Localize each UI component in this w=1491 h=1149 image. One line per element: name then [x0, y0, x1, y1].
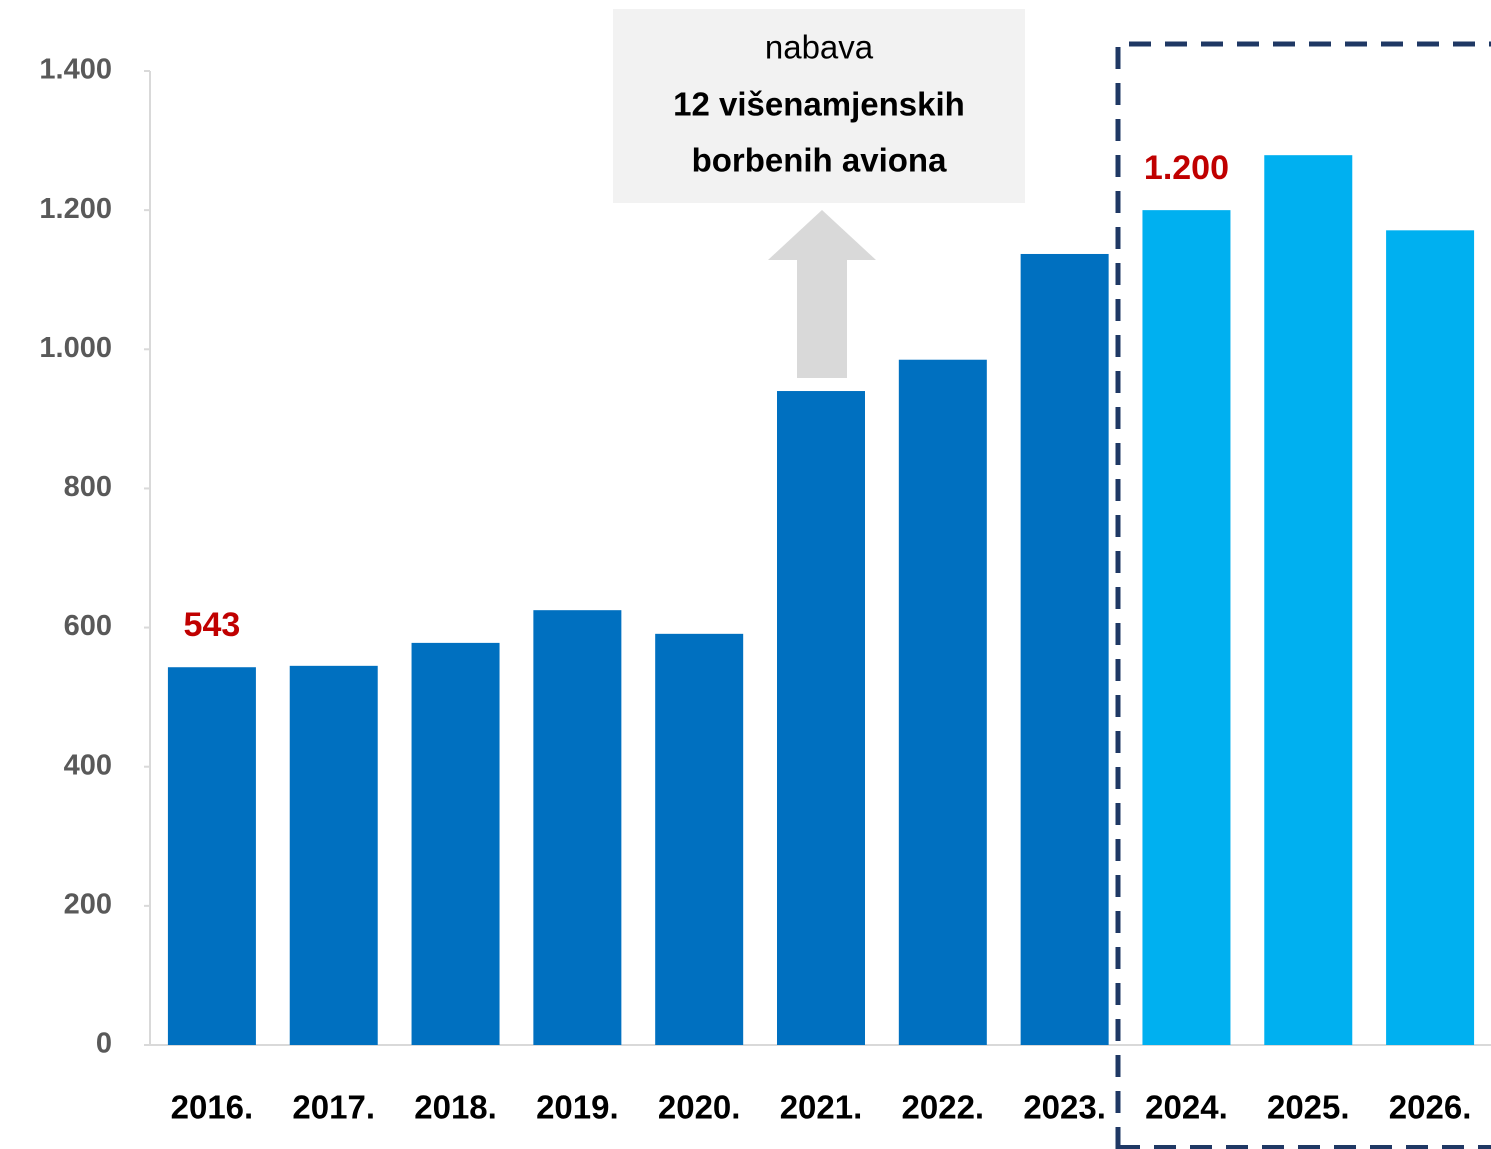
data-label: 543: [184, 606, 241, 644]
x-tick-label: 2017.: [292, 1089, 375, 1126]
x-tick-label: 2019.: [536, 1089, 619, 1126]
bar: [655, 633, 744, 1045]
bar: [533, 610, 622, 1045]
x-tick-label: 2020.: [658, 1089, 741, 1126]
bar: [777, 391, 865, 1045]
annotation-text: 12 višenamjenskih: [673, 86, 965, 123]
bar: [1386, 230, 1475, 1045]
bar: [1142, 210, 1231, 1046]
bar: [1264, 155, 1353, 1046]
y-tick-label: 800: [64, 471, 112, 503]
y-tick-label: 1.400: [39, 54, 112, 86]
x-tick-label: 2016.: [171, 1089, 254, 1126]
bar: [411, 642, 500, 1045]
arrow: [768, 210, 876, 378]
annotation-text: nabava: [765, 29, 874, 66]
annotation-box: [613, 9, 1025, 203]
y-tick-label: 400: [64, 749, 112, 781]
forecast-box: [1115, 41, 1491, 1149]
x-tick-label: 2021.: [780, 1089, 863, 1126]
y-tick-label: 1.000: [39, 332, 112, 364]
y-tick-label: 200: [64, 889, 112, 921]
bar: [898, 359, 987, 1045]
y-tick-label: 0: [96, 1028, 112, 1060]
y-tick-label: 1.200: [39, 193, 112, 225]
bar: [1020, 253, 1109, 1046]
bar: [289, 665, 378, 1045]
data-label: 1.200: [1144, 149, 1229, 187]
annotation-text: borbenih aviona: [692, 142, 948, 179]
x-tick-label: 2024.: [1145, 1089, 1228, 1126]
x-tick-label: 2018.: [414, 1089, 497, 1126]
x-tick-label: 2025.: [1267, 1089, 1350, 1126]
bar: [167, 667, 256, 1045]
y-tick-label: 600: [64, 610, 112, 642]
x-tick-label: 2023.: [1023, 1089, 1106, 1126]
x-tick-label: 2026.: [1389, 1089, 1472, 1126]
x-tick-label: 2022.: [902, 1089, 985, 1126]
